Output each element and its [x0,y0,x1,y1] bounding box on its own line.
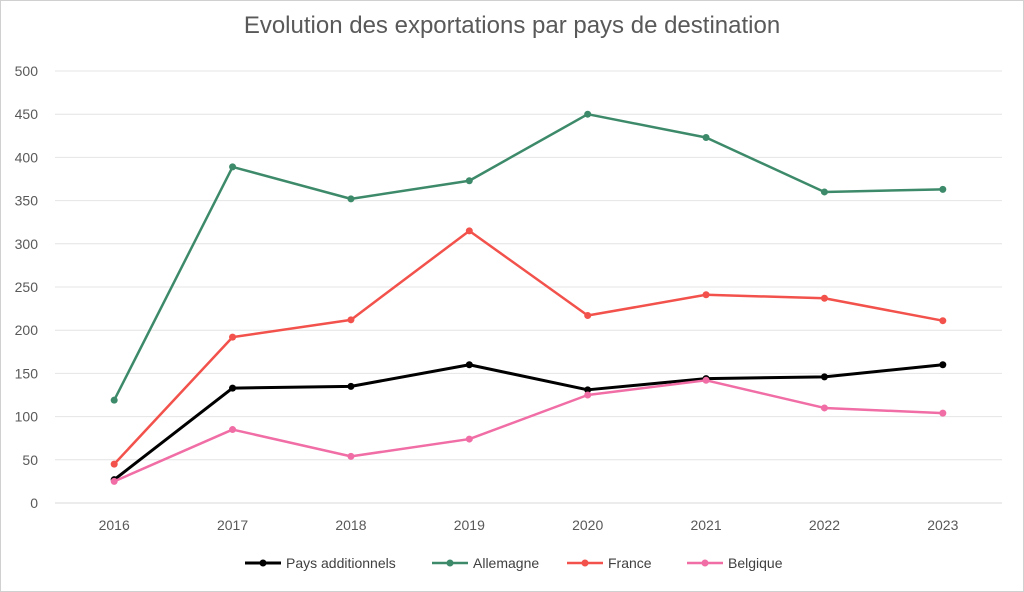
legend-swatch-marker [259,559,267,567]
data-point [465,177,473,185]
data-point [347,195,355,203]
legend: Pays additionnels Allemagne France Belgique [245,555,783,571]
series-line [112,112,945,402]
data-point [820,404,828,412]
x-tick-label: 2016 [99,517,130,533]
y-tick-label: 100 [15,409,39,425]
y-tick-label: 350 [15,193,39,209]
series-allemagne [110,110,947,404]
data-point [229,163,237,171]
data-point [584,110,592,118]
series-line [112,363,945,482]
y-tick-label: 250 [15,279,39,295]
series-line [112,379,945,483]
legend-entry: Belgique [687,555,783,571]
data-point [465,227,473,235]
data-point [229,426,237,434]
data-point [702,134,710,142]
data-point [939,361,947,369]
data-point [939,185,947,193]
data-point [110,477,118,485]
x-tick-label: 2021 [690,517,721,533]
y-tick-label: 300 [15,236,39,252]
legend-swatch-marker [446,559,454,567]
legend-label: Allemagne [473,555,539,571]
legend-swatch-marker [701,559,709,567]
legend-swatch-marker [581,559,589,567]
y-axis-ticks: 0 50 100 150 200 250 300 350 400 450 500 [15,63,39,511]
x-tick-label: 2019 [454,517,485,533]
legend-entry: Allemagne [432,555,539,571]
chart-title: Evolution des exportations par pays de d… [243,12,781,39]
data-point [347,452,355,460]
y-tick-label: 500 [15,63,39,79]
y-tick-label: 400 [15,149,39,165]
data-point [347,316,355,324]
series-belgique [110,376,947,485]
data-point [465,361,473,369]
data-point [229,384,237,392]
x-tick-label: 2023 [927,517,958,533]
x-axis-ticks: 2016 2017 2018 2019 2020 2021 2022 2023 [99,517,959,533]
legend-label: France [608,555,652,571]
x-tick-label: 2020 [572,517,603,533]
data-point [229,333,237,341]
legend-label: Belgique [728,555,783,571]
data-point [702,291,710,299]
data-point [110,460,118,468]
y-tick-label: 450 [15,106,39,122]
x-tick-label: 2022 [809,517,840,533]
series-lines [110,110,947,485]
data-point [820,373,828,381]
data-point [939,409,947,417]
y-tick-label: 200 [15,322,39,338]
y-tick-label: 150 [15,365,39,381]
data-point [465,435,473,443]
data-point [584,312,592,320]
x-tick-label: 2018 [335,517,366,533]
x-tick-label: 2017 [217,517,248,533]
data-point [584,386,592,394]
data-point [584,391,592,399]
data-point [939,317,947,325]
legend-entry: France [567,555,652,571]
data-point [110,396,118,404]
series-line [112,229,945,466]
data-point [347,382,355,390]
data-point [820,294,828,302]
series-pays-additionnels [110,361,947,484]
legend-entry: Pays additionnels [245,555,396,571]
gridlines [55,70,1002,504]
legend-label: Pays additionnels [286,555,396,571]
y-tick-label: 0 [30,495,38,511]
data-point [820,188,828,196]
series-france [110,227,947,468]
data-point [702,376,710,384]
y-tick-label: 50 [22,452,38,468]
